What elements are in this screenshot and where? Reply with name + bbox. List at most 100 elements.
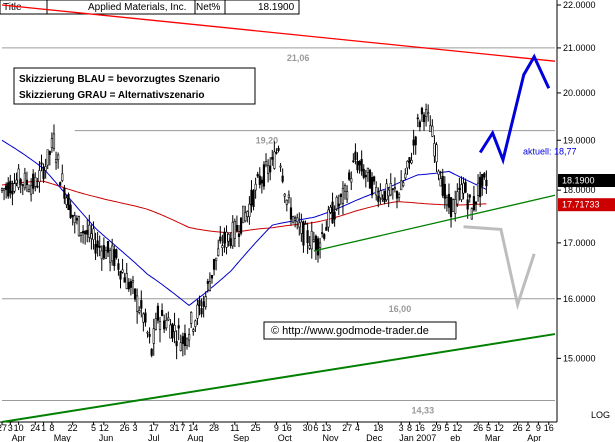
candle-body: [321, 232, 324, 234]
candle-body: [158, 321, 162, 330]
candle-body: [312, 239, 315, 242]
x-day-label: 6: [313, 423, 318, 433]
last-price-tag: 18.1900: [558, 174, 615, 187]
x-month-label: Apr: [12, 433, 26, 442]
candle-body: [154, 318, 157, 330]
x-day-label: 2: [525, 423, 530, 433]
y-tick-label: 21.0000: [563, 43, 596, 53]
copyright-text: © http://www.godmode-trader.de: [271, 325, 429, 337]
candle-body: [177, 325, 180, 329]
x-day-label: 5: [444, 423, 449, 433]
price-level-label: 21,06: [287, 53, 310, 63]
candle-body: [437, 170, 440, 175]
candle-body: [34, 176, 37, 187]
candle-body: [291, 216, 295, 223]
candle-body: [84, 231, 87, 235]
candle-body: [54, 159, 58, 163]
candle-body: [36, 185, 39, 188]
candle-body: [476, 182, 480, 196]
candle-body: [142, 313, 145, 323]
candle-body: [113, 249, 116, 266]
candle-body: [445, 197, 448, 206]
candle-body: [148, 333, 151, 337]
candle-body: [327, 209, 330, 228]
candle-body: [387, 189, 390, 197]
x-day-label: 16: [415, 423, 425, 433]
candle-body: [119, 271, 122, 280]
ma-value-tag: 17.71733: [558, 198, 615, 212]
x-month-label: Mar: [485, 433, 501, 442]
candle-body: [379, 190, 382, 199]
header-net-label: Net%: [196, 2, 221, 13]
x-day-label: 3: [399, 423, 404, 433]
candle-body: [23, 172, 26, 189]
y-tick-label: 17.0000: [563, 238, 596, 248]
candle-body: [474, 201, 478, 205]
x-day-label: 10: [14, 423, 24, 433]
x-day-label: 16: [282, 423, 292, 433]
candle-body: [79, 232, 83, 236]
y-tick-label: 18.0000: [563, 185, 596, 195]
candle-body: [150, 348, 153, 356]
candle-body: [239, 217, 243, 234]
candle-body: [385, 183, 388, 201]
candle-body: [92, 228, 95, 240]
candle-body: [364, 174, 367, 178]
x-day-label: 12: [452, 423, 462, 433]
candle-body: [212, 258, 216, 270]
y-tick-label: 15.0000: [563, 353, 596, 363]
candle-body: [447, 193, 451, 208]
candle-body: [454, 199, 457, 214]
candle-body: [152, 328, 155, 344]
x-axis: 2731024182251226317317142811259163061327…: [0, 422, 554, 442]
notes-box-frame: [13, 67, 256, 105]
last-price-tag-text: 18.1900: [562, 176, 595, 186]
candle-body: [5, 185, 8, 190]
candle-body: [98, 245, 101, 248]
candle-body: [400, 180, 403, 191]
candle-body: [277, 147, 280, 151]
x-day-label: 28: [209, 423, 219, 433]
candle-body: [231, 222, 234, 247]
candle-body: [462, 182, 465, 194]
header-bar: Title Applied Materials, Inc. Net% 18.19…: [0, 0, 300, 15]
x-day-label: 9: [274, 423, 279, 433]
candle-body: [252, 190, 255, 207]
candle-body: [433, 143, 436, 157]
candle-body: [341, 187, 345, 204]
candle-body: [402, 182, 405, 186]
price-level-label: 16,00: [389, 304, 412, 314]
candle-body: [136, 295, 139, 312]
candle-body: [88, 224, 91, 238]
candle-body: [354, 151, 357, 161]
scenarios: [463, 53, 551, 311]
candle-body: [215, 257, 218, 262]
ma-red-line: [1, 180, 487, 234]
candle-body: [422, 114, 426, 123]
candle-body: [256, 174, 259, 177]
x-day-label: 11: [230, 423, 239, 433]
x-day-label: 26: [513, 423, 523, 433]
candle-body: [358, 160, 361, 166]
candle-body: [129, 281, 132, 288]
candle-body: [206, 281, 209, 284]
candle-body: [335, 197, 338, 210]
candle-body: [27, 189, 31, 192]
candle-body: [32, 173, 35, 189]
candle-body: [138, 310, 141, 313]
candle-body: [86, 230, 89, 235]
candle-body: [485, 179, 488, 187]
x-day-label: 4: [355, 423, 360, 433]
candle-body: [44, 166, 47, 171]
candle-body: [125, 273, 128, 290]
candle-body: [71, 214, 74, 217]
candle-body: [102, 245, 105, 259]
candle-body: [346, 191, 349, 200]
x-month-label: Aug: [187, 433, 203, 442]
candle-body: [429, 125, 432, 132]
candle-body: [362, 168, 365, 178]
scenario-blue-line: [478, 53, 551, 165]
candle-body: [366, 167, 369, 173]
candle-body: [227, 233, 230, 242]
